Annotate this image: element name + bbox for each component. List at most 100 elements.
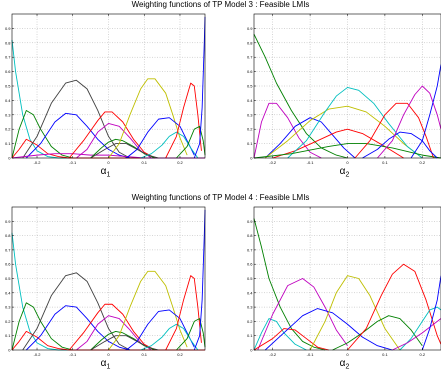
- y-tick-label: 0.4: [5, 290, 11, 295]
- series-line-6: [287, 86, 423, 159]
- series-line-5: [25, 305, 131, 351]
- y-tick-label: 0.5: [247, 276, 253, 281]
- series-line-7: [332, 315, 423, 351]
- y-tick-label: 0.1: [247, 333, 253, 338]
- y-tick-label: 0.1: [247, 141, 253, 146]
- y-tick-label: 0.3: [247, 305, 253, 310]
- series-line-5: [264, 308, 393, 351]
- series-line-10: [392, 318, 441, 351]
- series-line-9: [399, 306, 441, 351]
- x-tick-label: 0: [346, 352, 349, 357]
- series-line-11: [421, 275, 441, 351]
- x-tick-label: 0.2: [177, 352, 183, 357]
- y-tick-label: 0.4: [247, 98, 253, 103]
- x-tick-label: -0.1: [69, 352, 77, 357]
- series-line-9: [362, 131, 438, 159]
- series-line-14: [165, 82, 202, 159]
- y-tick-label: 0.2: [247, 319, 253, 324]
- y-tick-label: 0.7: [247, 247, 253, 252]
- series-line-8: [68, 111, 156, 159]
- panel-2: -0.2 -0.1 0 0.1 0.2 0 0.1 0.2 0.3 0.4 0.5 0.6 0.7 0.8…: [247, 13, 441, 179]
- x-axis-label: α2: [340, 166, 350, 179]
- y-tick-label: 0.6: [5, 262, 11, 267]
- x-tick-label: 0.1: [141, 352, 147, 357]
- y-tick-label: 0: [8, 156, 11, 161]
- y-tick-label: 0.8: [247, 233, 253, 238]
- series-line-10: [377, 85, 441, 159]
- x-tick-label: -0.1: [307, 352, 315, 357]
- x-tick-label: -0.1: [307, 160, 315, 165]
- series-line-3: [257, 278, 348, 351]
- y-tick-label: 0.3: [247, 112, 253, 117]
- series-line-15: [193, 209, 206, 351]
- x-tick-label: 0.1: [141, 160, 147, 165]
- x-tick-label: 0: [346, 160, 349, 165]
- series-line-11: [108, 78, 188, 159]
- y-tick-label: 0.6: [247, 262, 253, 267]
- y-tick-label: 0.3: [5, 112, 11, 117]
- series-line-3: [264, 117, 356, 159]
- series-line-7: [253, 143, 441, 159]
- x-tick-label: 0: [107, 160, 110, 165]
- y-tick-label: 0.3: [5, 305, 11, 310]
- y-tick-label: 0.1: [5, 333, 11, 338]
- x-tick-label: 0.2: [420, 160, 426, 165]
- y-tick-label: 0: [250, 156, 253, 161]
- y-tick-label: 0.2: [5, 127, 11, 132]
- y-tick-label: 0.2: [5, 319, 11, 324]
- figure-title-model-4: Weighting functions of TP Model 4 : Feas…: [131, 193, 310, 202]
- series-line-16: [193, 16, 206, 159]
- series-line-13: [165, 275, 202, 351]
- x-axis-label: α1: [101, 166, 111, 179]
- y-tick-label: 0.1: [5, 141, 11, 146]
- y-tick-label: 0.9: [247, 219, 253, 224]
- series-line-4: [264, 105, 423, 159]
- series-line-2: [253, 102, 322, 159]
- series-line-12: [126, 117, 195, 159]
- y-tick-label: 0.9: [5, 26, 11, 31]
- x-tick-label: -0.2: [34, 352, 42, 357]
- y-tick-label: 0.2: [247, 127, 253, 132]
- panel-1: -0.2 -0.1 0 0.1 0.2 0 0.1 0.2 0.3 0.4 0.5 0.6 0.7 0.8…: [5, 13, 206, 179]
- panel-4: -0.2 -0.1 0 0.1 0.2 0 0.1 0.2 0.3 0.4 0.5 0.6 0.7 0.8…: [247, 206, 441, 371]
- series-line-5: [25, 112, 131, 159]
- series-line-4: [253, 328, 329, 351]
- y-tick-label: 0: [8, 348, 11, 353]
- x-tick-label: 0.1: [382, 160, 388, 165]
- y-tick-label: 0.8: [247, 40, 253, 45]
- series-line-13: [140, 131, 199, 159]
- x-tick-label: 0.2: [420, 352, 426, 357]
- series-line-5: [272, 128, 404, 159]
- series-line-1: [253, 33, 348, 159]
- series-line-2: [253, 318, 307, 351]
- y-tick-label: 0.7: [5, 55, 11, 60]
- x-axis-label: α2: [340, 358, 350, 371]
- x-tick-label: -0.2: [34, 160, 42, 165]
- series-line-15: [176, 125, 206, 159]
- y-tick-label: 0.5: [5, 84, 11, 89]
- x-tick-label: 0.1: [382, 352, 388, 357]
- x-tick-label: -0.2: [269, 160, 277, 165]
- y-tick-label: 0.9: [247, 26, 253, 31]
- y-tick-label: 0.7: [247, 55, 253, 60]
- series-line-7: [68, 303, 156, 351]
- x-axis-label: α1: [101, 358, 111, 371]
- series-line-14: [176, 318, 206, 351]
- panel-3: -0.2 -0.1 0 0.1 0.2 0 0.1 0.2 0.3 0.4 0.5 0.6 0.7 0.8…: [5, 206, 206, 371]
- figure-title-model-3: Weighting functions of TP Model 3 : Feas…: [131, 0, 310, 9]
- y-tick-label: 0.7: [5, 247, 11, 252]
- x-tick-label: 0.2: [177, 160, 183, 165]
- series-line-10: [108, 270, 188, 351]
- y-tick-label: 0.5: [5, 276, 11, 281]
- y-tick-label: 0.8: [5, 233, 11, 238]
- series-line-11: [126, 309, 195, 351]
- series-line-6: [309, 275, 401, 351]
- y-tick-label: 0.8: [5, 40, 11, 45]
- series-line-11: [410, 64, 441, 159]
- y-tick-label: 0.6: [247, 69, 253, 74]
- y-tick-label: 0: [250, 348, 253, 353]
- series-line-7: [76, 122, 152, 159]
- y-tick-label: 0.5: [247, 84, 253, 89]
- x-tick-label: 0: [107, 352, 110, 357]
